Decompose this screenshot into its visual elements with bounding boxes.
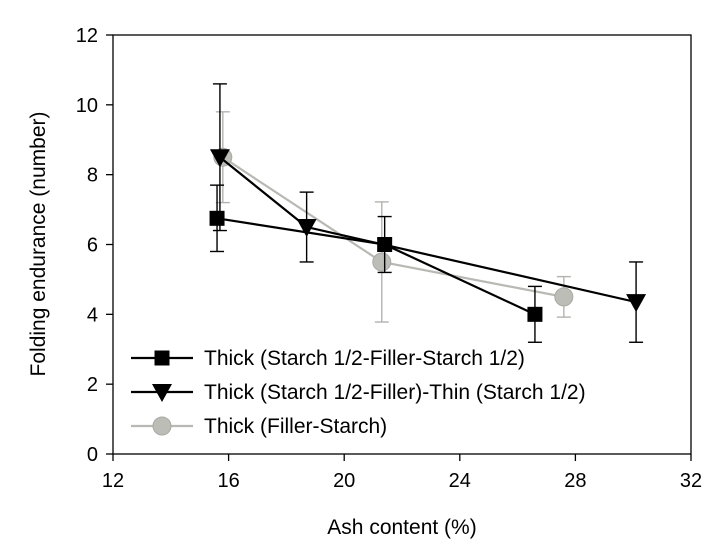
y-tick-label: 10: [76, 95, 98, 117]
series-line: [219, 156, 637, 304]
legend-label: Thick (Filler-Starch): [204, 415, 387, 438]
series-circle: [213, 111, 574, 323]
data-point: [209, 149, 230, 168]
legend-label: Thick (Starch 1/2-Filler-Starch 1/2): [204, 347, 525, 370]
data-point: [372, 252, 392, 272]
legend-marker: [152, 384, 172, 402]
x-tick-label: 20: [333, 470, 355, 492]
data-point: [554, 287, 574, 307]
legend-entry: Thick (Starch 1/2-Filler)-Thin (Starch 1…: [131, 381, 586, 404]
y-tick-label: 2: [87, 374, 98, 396]
x-tick-label: 28: [564, 470, 586, 492]
y-tick-label: 4: [87, 304, 98, 326]
y-tick-label: 0: [87, 444, 98, 466]
legend-entry: Thick (Filler-Starch): [131, 415, 387, 438]
x-tick-label: 24: [449, 470, 471, 492]
data-point: [527, 306, 543, 322]
legend-marker: [152, 416, 172, 436]
y-tick-label: 8: [87, 165, 98, 187]
legend-entry: Thick (Starch 1/2-Filler-Starch 1/2): [131, 347, 525, 370]
legend: Thick (Starch 1/2-Filler-Starch 1/2) Thic…: [131, 347, 586, 438]
x-tick-label: 32: [680, 470, 702, 492]
series-layer: [209, 83, 647, 343]
series-square: [209, 184, 543, 343]
x-axis-title: Ash content (%): [327, 516, 476, 539]
legend-marker: [154, 350, 170, 366]
x-tick-label: 12: [102, 470, 124, 492]
series-triangle-down: [209, 83, 647, 343]
data-point: [296, 219, 317, 238]
y-tick-label: 12: [76, 25, 98, 47]
y-axis-title: Folding endurance (number): [27, 112, 50, 377]
x-tick-label: 16: [217, 470, 239, 492]
legend-label: Thick (Starch 1/2-Filler)-Thin (Starch 1…: [204, 381, 586, 404]
data-point: [209, 210, 225, 226]
y-tick-label: 6: [87, 235, 98, 257]
data-point: [626, 294, 647, 313]
data-point: [377, 237, 393, 252]
